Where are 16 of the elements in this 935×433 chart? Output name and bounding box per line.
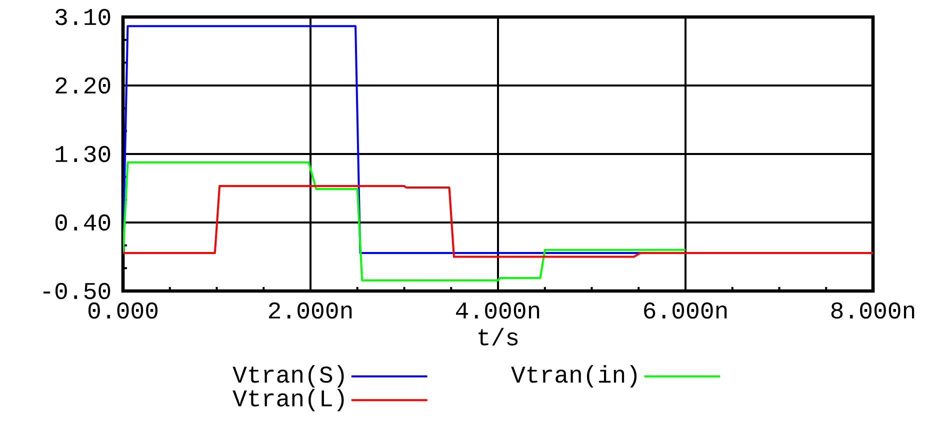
x-tick-label: 2.000n [268,302,352,319]
line-series [123,161,687,282]
legend-label: Vtran(in) [511,365,637,388]
y-tick-label: 1.30 [56,146,110,162]
x-tick-label: 8.000n [831,302,914,319]
legend-label: Vtran(L) [232,388,344,412]
y-tick-label: 0.40 [55,214,110,231]
y-tick-label: 3.10 [56,8,110,26]
x-axis-title: t/s [478,328,518,346]
line-series [123,184,874,258]
x-tick-label: 6.000n [644,302,727,319]
x-tick-label: 0.000 [88,302,158,319]
x-tick-label: 4.000n [456,302,540,319]
y-tick-label: -0.50 [44,282,110,300]
y-tick-label: 2.20 [56,77,110,94]
legend-label: Vtran(S) [232,365,344,388]
